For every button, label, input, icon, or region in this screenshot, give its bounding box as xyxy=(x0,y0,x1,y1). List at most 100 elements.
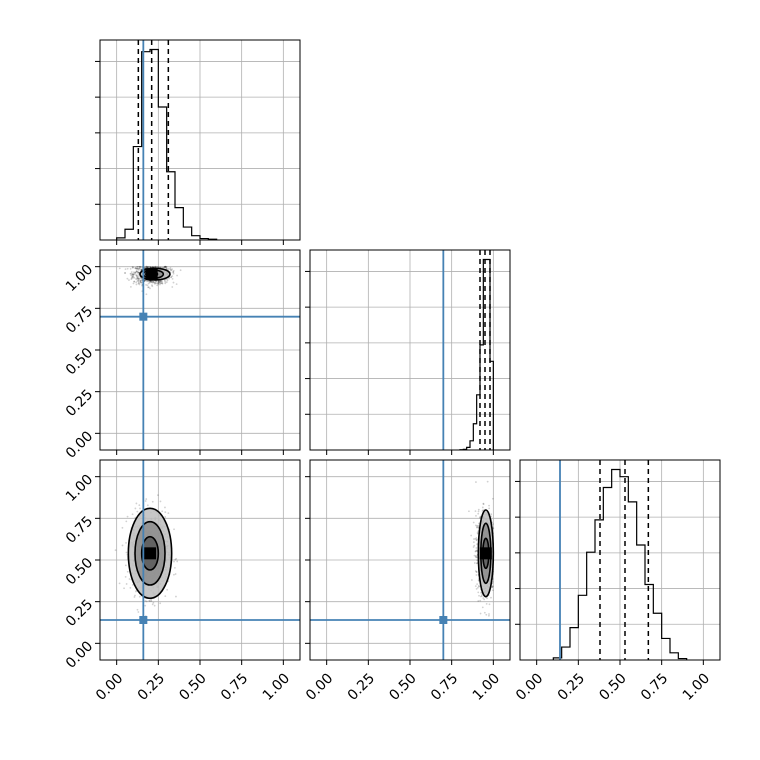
scatter-point xyxy=(169,266,172,269)
scatter-point xyxy=(156,284,159,287)
scatter-point xyxy=(159,281,161,284)
y-tick-label: 0.75 xyxy=(63,513,96,546)
scatter-point xyxy=(131,265,134,268)
scatter-point xyxy=(140,281,142,284)
scatter-point xyxy=(473,554,476,557)
scatter-point xyxy=(129,586,132,589)
scatter-point xyxy=(477,526,480,529)
scatter-point xyxy=(475,539,478,542)
scatter-point xyxy=(474,570,477,572)
scatter-point xyxy=(137,271,140,274)
scatter-point xyxy=(154,265,157,268)
scatter-point xyxy=(131,513,134,516)
scatter-point xyxy=(145,280,148,283)
scatter-point xyxy=(148,599,151,602)
scatter-point xyxy=(114,549,117,552)
histogram-step xyxy=(552,468,688,660)
scatter-point xyxy=(475,570,478,573)
scatter-point xyxy=(165,267,168,270)
scatter-point xyxy=(482,502,485,505)
scatter-point xyxy=(490,596,492,599)
scatter-point xyxy=(136,265,139,268)
truth-marker xyxy=(139,616,148,624)
x-axis-1-0 xyxy=(116,450,284,455)
scatter-point xyxy=(476,532,479,535)
scatter-point xyxy=(132,275,135,277)
histogram-panel-0 xyxy=(95,39,301,241)
scatter-point xyxy=(164,595,167,598)
scatter-point xyxy=(125,541,127,544)
x-tick-label: 0.00 xyxy=(303,670,336,703)
scatter-point xyxy=(150,600,153,603)
scatter-point xyxy=(136,277,139,280)
scatter-point xyxy=(163,265,166,268)
scatter-point xyxy=(486,480,489,483)
scatter-point xyxy=(121,526,124,529)
scatter-point xyxy=(137,281,140,284)
scatter-point xyxy=(473,562,476,564)
scatter-point xyxy=(130,278,133,281)
scatter-point xyxy=(477,600,480,602)
scatter-point xyxy=(134,267,137,270)
x-axis-2-0: 0.00 0.25 0.50 0.75 1.00 xyxy=(93,660,293,704)
scatter-point xyxy=(165,266,168,268)
scatter-point xyxy=(139,265,142,268)
scatter-point xyxy=(474,538,477,540)
scatter-point xyxy=(162,266,164,269)
scatter-point xyxy=(136,276,139,279)
y-tick-label: 1.00 xyxy=(63,262,96,295)
scatter-point xyxy=(136,277,139,280)
scatter-point xyxy=(134,507,137,510)
scatter-point xyxy=(131,267,134,269)
scatter-point xyxy=(125,583,128,585)
scatter-point xyxy=(174,573,177,575)
scatter-point xyxy=(157,280,160,283)
scatter-point xyxy=(482,503,485,505)
scatter-point xyxy=(490,513,493,516)
scatter-point xyxy=(137,277,140,280)
scatter-point xyxy=(147,280,149,283)
scatter-point xyxy=(479,599,482,602)
scatter-point xyxy=(492,527,495,530)
scatter-point xyxy=(488,504,490,507)
scatter-point xyxy=(479,595,482,598)
scatter-point xyxy=(154,280,157,283)
y-tick-label: 0.00 xyxy=(63,638,96,671)
x-tick-label: 0.75 xyxy=(428,670,461,703)
scatter-point xyxy=(479,612,482,615)
scatter-point xyxy=(151,603,154,606)
scatter-point xyxy=(126,570,129,573)
scatter-point xyxy=(147,286,150,289)
x-tick-label: 0.75 xyxy=(218,670,251,703)
scatter-point xyxy=(473,544,476,547)
scatter-point xyxy=(474,524,477,527)
x-axis-0-0 xyxy=(116,240,284,245)
scatter-point xyxy=(168,277,170,280)
scatter-point xyxy=(474,550,477,553)
scatter-point xyxy=(131,273,134,275)
scatter-point xyxy=(179,269,182,272)
scatter-point xyxy=(145,293,148,296)
scatter-point xyxy=(175,557,178,560)
scatter-point xyxy=(164,265,166,268)
x-tick-label: 0.00 xyxy=(93,670,126,703)
scatter-point xyxy=(128,279,130,281)
scatter-point xyxy=(480,591,482,594)
scatter-point xyxy=(151,266,154,268)
scatter-point xyxy=(132,282,135,285)
scatter-point xyxy=(171,275,174,278)
y-tick-label: 1.00 xyxy=(63,472,96,505)
y-tick-label: 0.50 xyxy=(63,555,96,588)
scatter-point xyxy=(132,273,135,276)
scatter-point xyxy=(138,265,141,268)
x-tick-label: 0.25 xyxy=(555,670,588,703)
scatter-point xyxy=(166,278,168,281)
scatter-point xyxy=(173,566,176,569)
scatter-point xyxy=(491,585,494,588)
scatter-point xyxy=(137,277,140,280)
scatter-point xyxy=(130,276,133,279)
scatter-point xyxy=(492,585,494,588)
scatter-panel-2-1 xyxy=(309,459,511,661)
scatter-point xyxy=(160,280,163,283)
scatter-point xyxy=(472,541,475,544)
